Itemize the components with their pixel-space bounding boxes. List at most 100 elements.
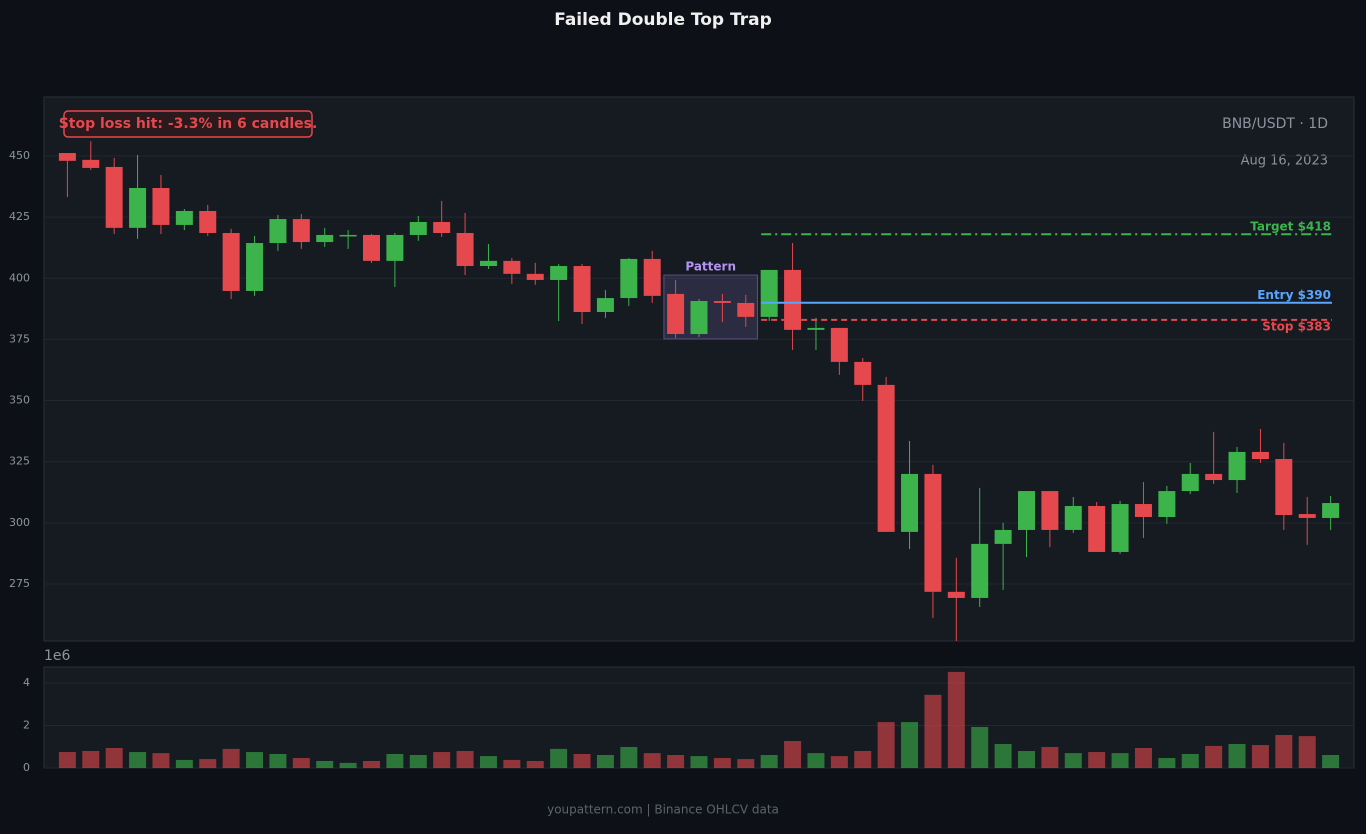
annotation-box	[63, 110, 313, 138]
volume-panel	[43, 666, 1355, 769]
price-panel	[43, 96, 1355, 642]
candle-body	[199, 210, 217, 233]
volume-bar	[1228, 743, 1246, 768]
level-label: Stop $383	[1262, 319, 1331, 333]
volume-bar	[550, 748, 568, 768]
candle-body	[175, 210, 193, 225]
candle-body	[1041, 491, 1059, 530]
candle-body	[105, 166, 123, 228]
volume-bar	[830, 756, 848, 768]
level-label: Entry $390	[1257, 288, 1331, 302]
candle-body	[994, 529, 1012, 544]
candle-body	[526, 273, 544, 280]
candle-body	[667, 293, 685, 335]
candle-body	[269, 219, 287, 244]
candle-body	[246, 243, 264, 291]
candle-body	[316, 234, 334, 243]
candle-body	[339, 234, 357, 237]
volume-tick-label: 2	[23, 718, 30, 731]
volume-bar	[1041, 746, 1059, 768]
volume-tick-label: 0	[23, 761, 30, 774]
volume-bar	[152, 753, 170, 768]
candle-body	[784, 269, 802, 330]
candle-body	[877, 384, 895, 532]
volume-bar	[713, 758, 731, 768]
candle-body	[807, 327, 825, 330]
volume-bar	[129, 752, 147, 768]
volume-bar	[620, 746, 638, 768]
volume-bar	[363, 760, 380, 768]
volume-bar	[994, 743, 1012, 768]
candle-body	[58, 153, 76, 161]
volume-bar	[1158, 758, 1176, 768]
volume-bar	[1251, 745, 1269, 768]
candle-body	[1064, 505, 1082, 530]
candle-body	[1088, 505, 1106, 552]
candle-body	[1111, 504, 1129, 552]
candle-body	[1158, 491, 1176, 517]
volume-bar	[737, 759, 755, 768]
y-tick-label: 450	[9, 149, 30, 162]
volume-bar	[339, 762, 357, 768]
y-tick-label: 400	[9, 271, 30, 284]
volume-bar	[690, 756, 708, 768]
volume-bar	[1088, 752, 1106, 768]
volume-bar	[175, 759, 193, 768]
volume-bar	[433, 752, 451, 768]
volume-bar	[1018, 750, 1035, 768]
candle-body	[503, 260, 521, 274]
candle-body	[596, 298, 614, 313]
candle-body	[550, 266, 568, 280]
volume-bar	[924, 694, 942, 768]
volume-bar	[667, 755, 685, 768]
volume-bar	[386, 753, 404, 768]
y-tick-label: 300	[9, 516, 30, 529]
volume-bar	[269, 753, 287, 768]
candle-body	[152, 187, 170, 225]
candle-body	[82, 159, 100, 168]
candle-body	[947, 591, 965, 598]
candle-body	[363, 234, 380, 261]
candle-body	[737, 302, 755, 317]
candle-body	[643, 258, 661, 296]
candle-body	[409, 221, 427, 235]
volume-bar	[760, 755, 778, 768]
volume-bar	[971, 726, 989, 768]
candle-body	[573, 266, 591, 313]
volume-bar	[947, 671, 965, 768]
volume-bar	[596, 755, 614, 768]
candle-body	[1298, 514, 1316, 518]
pattern-label: Pattern	[685, 260, 736, 274]
volume-bar	[409, 755, 427, 768]
volume-bar	[1275, 735, 1293, 768]
volume-bar	[1322, 755, 1340, 768]
volume-bar	[526, 760, 544, 768]
volume-bar	[292, 758, 310, 768]
volume-bar	[573, 753, 591, 768]
candle-body	[971, 543, 989, 598]
candle-body	[386, 234, 404, 261]
volume-bar	[1111, 753, 1129, 768]
volume-bar	[643, 753, 661, 768]
candle-body	[479, 260, 497, 267]
candle-body	[620, 258, 638, 299]
candle-body	[854, 361, 872, 385]
candle-body	[1181, 473, 1199, 492]
volume-bar	[784, 740, 802, 768]
volume-bar	[105, 748, 123, 768]
y-tick-label: 325	[9, 455, 30, 468]
candle-body	[1018, 491, 1035, 530]
candle-body	[760, 269, 778, 317]
volume-bar	[877, 722, 895, 768]
symbol: BNB/USDT · 1D	[1222, 116, 1328, 132]
candle-body	[690, 301, 708, 335]
candle-body	[1134, 504, 1152, 517]
chart-title: Failed Double Top Trap	[554, 10, 772, 30]
candle-body	[1228, 451, 1246, 481]
volume-bar	[854, 750, 872, 768]
volume-bar	[479, 756, 497, 768]
candle-body	[830, 327, 848, 362]
candle-body	[222, 233, 240, 291]
